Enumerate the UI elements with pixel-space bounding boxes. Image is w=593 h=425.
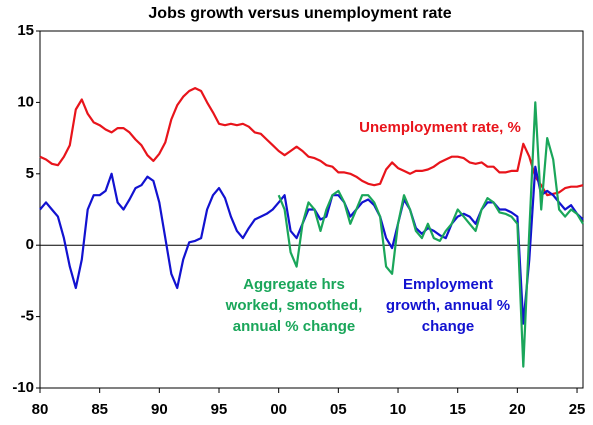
y-tick-label: 0 — [26, 236, 34, 253]
annotation: Aggregate hrs — [243, 276, 345, 293]
x-tick-label: 00 — [270, 401, 287, 418]
y-tick-label: 5 — [26, 165, 34, 182]
annotation: worked, smoothed, — [225, 297, 363, 314]
annotation: change — [422, 318, 475, 335]
annotation: Unemployment rate, % — [359, 119, 521, 136]
x-tick-label: 90 — [151, 401, 168, 418]
x-tick-label: 25 — [569, 401, 586, 418]
chart-title: Jobs growth versus unemployment rate — [148, 5, 451, 22]
y-tick-label: 15 — [17, 22, 34, 39]
annotation: growth, annual % — [386, 297, 510, 314]
x-tick-label: 15 — [449, 401, 466, 418]
x-tick-label: 20 — [509, 401, 526, 418]
y-tick-label: 10 — [17, 93, 34, 110]
x-tick-label: 80 — [32, 401, 49, 418]
series-line — [277, 101, 584, 368]
x-tick-label: 95 — [211, 401, 228, 418]
annotation: annual % change — [233, 318, 356, 335]
y-tick-label: -10 — [12, 379, 34, 396]
x-tick-label: 85 — [91, 401, 108, 418]
annotation: Employment — [403, 276, 493, 293]
x-tick-label: 05 — [330, 401, 347, 418]
series-line — [39, 87, 584, 197]
y-tick-label: -5 — [21, 308, 34, 325]
x-tick-label: 10 — [390, 401, 407, 418]
